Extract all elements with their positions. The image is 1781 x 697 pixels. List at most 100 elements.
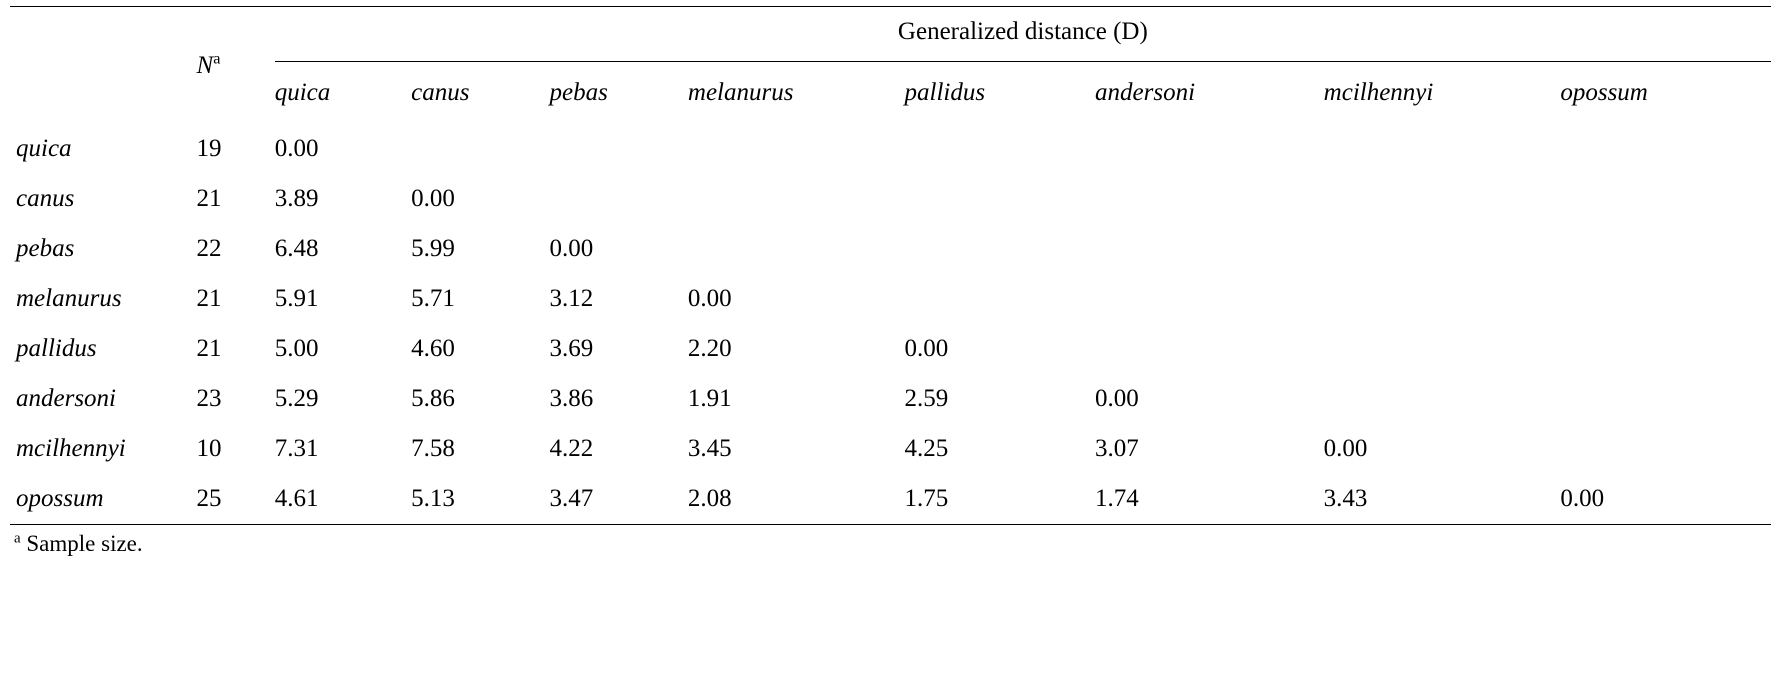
table-row: canus 21 3.89 0.00 xyxy=(10,174,1771,224)
cell: 0.00 xyxy=(688,274,905,324)
cell xyxy=(1324,224,1561,274)
col-andersoni: andersoni xyxy=(1095,62,1324,125)
cell-n: 23 xyxy=(197,374,275,424)
cell: 4.60 xyxy=(411,324,549,374)
cell xyxy=(1560,224,1771,274)
cell xyxy=(905,174,1096,224)
cell: 5.91 xyxy=(275,274,411,324)
cell xyxy=(1324,174,1561,224)
cell: 7.58 xyxy=(411,424,549,474)
cell: 5.71 xyxy=(411,274,549,324)
cell xyxy=(905,224,1096,274)
cell: 0.00 xyxy=(275,124,411,174)
row-label: pallidus xyxy=(10,324,197,374)
cell: 0.00 xyxy=(1095,374,1324,424)
cell: 5.00 xyxy=(275,324,411,374)
cell: 2.59 xyxy=(905,374,1096,424)
cell: 3.12 xyxy=(550,274,688,324)
cell: 5.86 xyxy=(411,374,549,424)
cell: 3.45 xyxy=(688,424,905,474)
cell: 6.48 xyxy=(275,224,411,274)
cell: 7.31 xyxy=(275,424,411,474)
row-label: mcilhennyi xyxy=(10,424,197,474)
cell xyxy=(905,274,1096,324)
cell xyxy=(1095,174,1324,224)
cell-n: 21 xyxy=(197,174,275,224)
table-row: pebas 22 6.48 5.99 0.00 xyxy=(10,224,1771,274)
spanner-row: Na Generalized distance (D) xyxy=(10,7,1771,62)
cell: 3.07 xyxy=(1095,424,1324,474)
cell xyxy=(688,174,905,224)
col-mcilhennyi: mcilhennyi xyxy=(1324,62,1561,125)
cell: 4.25 xyxy=(905,424,1096,474)
cell xyxy=(1324,124,1561,174)
cell xyxy=(1095,274,1324,324)
header-blank xyxy=(10,7,197,125)
cell-n: 25 xyxy=(197,474,275,525)
spanner-label: Generalized distance (D) xyxy=(275,7,1771,62)
row-label: andersoni xyxy=(10,374,197,424)
table-row: pallidus 21 5.00 4.60 3.69 2.20 0.00 xyxy=(10,324,1771,374)
cell-n: 19 xyxy=(197,124,275,174)
row-label: pebas xyxy=(10,224,197,274)
cell: 2.08 xyxy=(688,474,905,525)
cell xyxy=(1560,124,1771,174)
col-pebas: pebas xyxy=(550,62,688,125)
cell: 3.86 xyxy=(550,374,688,424)
cell xyxy=(411,124,549,174)
col-melanurus: melanurus xyxy=(688,62,905,125)
cell xyxy=(1560,424,1771,474)
cell xyxy=(1324,324,1561,374)
cell: 4.22 xyxy=(550,424,688,474)
cell-n: 22 xyxy=(197,224,275,274)
table: Na Generalized distance (D) quica canus … xyxy=(10,6,1771,525)
table-row: andersoni 23 5.29 5.86 3.86 1.91 2.59 0.… xyxy=(10,374,1771,424)
cell: 3.89 xyxy=(275,174,411,224)
cell xyxy=(550,174,688,224)
cell: 3.69 xyxy=(550,324,688,374)
cell xyxy=(1324,274,1561,324)
cell-n: 10 xyxy=(197,424,275,474)
cell xyxy=(1560,174,1771,224)
row-label: quica xyxy=(10,124,197,174)
cell: 3.47 xyxy=(550,474,688,525)
cell xyxy=(1560,374,1771,424)
cell: 5.99 xyxy=(411,224,549,274)
cell xyxy=(688,124,905,174)
row-label: canus xyxy=(10,174,197,224)
cell-n: 21 xyxy=(197,324,275,374)
cell: 5.13 xyxy=(411,474,549,525)
footnote-text-value: Sample size. xyxy=(26,531,142,556)
row-label: melanurus xyxy=(10,274,197,324)
cell: 1.74 xyxy=(1095,474,1324,525)
cell: 1.75 xyxy=(905,474,1096,525)
cell: 3.43 xyxy=(1324,474,1561,525)
cell: 0.00 xyxy=(1560,474,1771,525)
cell: 1.91 xyxy=(688,374,905,424)
cell xyxy=(1095,324,1324,374)
cell xyxy=(550,124,688,174)
cell: 0.00 xyxy=(905,324,1096,374)
table-row: quica 19 0.00 xyxy=(10,124,1771,174)
cell xyxy=(1095,224,1324,274)
table-row: mcilhennyi 10 7.31 7.58 4.22 3.45 4.25 3… xyxy=(10,424,1771,474)
cell: 0.00 xyxy=(1324,424,1561,474)
distance-matrix-table: Na Generalized distance (D) quica canus … xyxy=(0,0,1781,565)
col-pallidus: pallidus xyxy=(905,62,1096,125)
cell: 4.61 xyxy=(275,474,411,525)
cell-n: 21 xyxy=(197,274,275,324)
cell: 5.29 xyxy=(275,374,411,424)
cell xyxy=(1095,124,1324,174)
cell xyxy=(1324,374,1561,424)
col-quica: quica xyxy=(275,62,411,125)
table-footnote: a Sample size. xyxy=(10,525,1771,557)
cell xyxy=(1560,274,1771,324)
row-label: opossum xyxy=(10,474,197,525)
cell xyxy=(1560,324,1771,374)
footnote-marker-a: a xyxy=(213,49,220,67)
column-headers: quica canus pebas melanurus pallidus and… xyxy=(10,62,1771,125)
col-canus: canus xyxy=(411,62,549,125)
header-n: Na xyxy=(197,7,275,125)
table-row: melanurus 21 5.91 5.71 3.12 0.00 xyxy=(10,274,1771,324)
cell xyxy=(688,224,905,274)
